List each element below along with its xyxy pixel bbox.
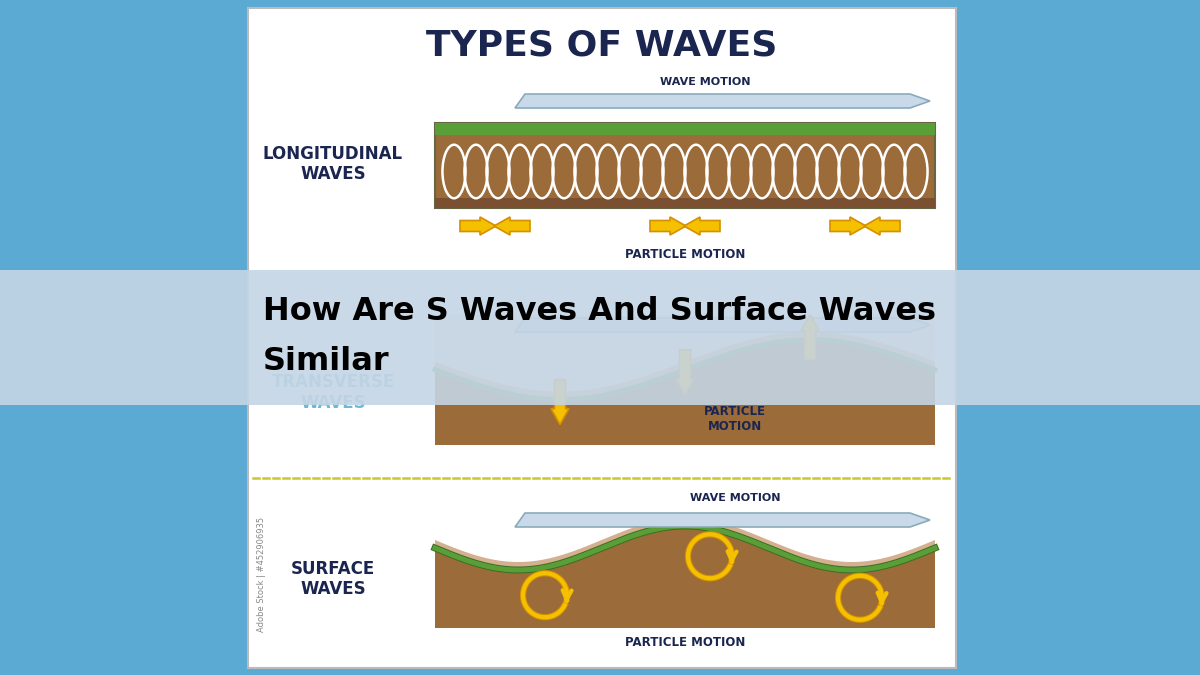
Polygon shape	[515, 94, 930, 108]
Bar	[248, 8, 956, 668]
Polygon shape	[436, 526, 935, 628]
Text: PARTICLE
MOTION: PARTICLE MOTION	[704, 405, 766, 433]
Bar	[436, 123, 935, 135]
Bar	[0, 270, 1200, 405]
Bar	[436, 315, 935, 445]
Bar	[436, 198, 935, 208]
Polygon shape	[802, 315, 818, 360]
Text: Similar: Similar	[263, 346, 390, 377]
Polygon shape	[650, 217, 686, 235]
Polygon shape	[515, 513, 930, 527]
Polygon shape	[494, 217, 530, 235]
Polygon shape	[515, 318, 930, 332]
Polygon shape	[684, 217, 720, 235]
Polygon shape	[436, 518, 935, 628]
Text: WAVE MOTION: WAVE MOTION	[690, 493, 780, 503]
Polygon shape	[676, 350, 694, 395]
Text: WAVE MOTION: WAVE MOTION	[660, 77, 750, 87]
Text: PARTICLE MOTION: PARTICLE MOTION	[625, 636, 745, 649]
Bar	[436, 123, 935, 208]
Polygon shape	[864, 217, 900, 235]
Text: LONGITUDINAL
WAVES: LONGITUDINAL WAVES	[263, 144, 403, 184]
Text: TRANSVERSE
WAVES: TRANSVERSE WAVES	[271, 373, 395, 412]
Polygon shape	[460, 217, 496, 235]
Text: TYPES OF WAVES: TYPES OF WAVES	[426, 29, 778, 63]
Polygon shape	[551, 379, 569, 425]
Text: PARTICLE MOTION: PARTICLE MOTION	[625, 248, 745, 261]
Polygon shape	[436, 331, 935, 445]
Text: SURFACE
WAVES: SURFACE WAVES	[290, 560, 376, 599]
Text: How Are S Waves And Surface Waves: How Are S Waves And Surface Waves	[263, 296, 936, 327]
Polygon shape	[436, 340, 935, 445]
Text: Adobe Stock | #452906935: Adobe Stock | #452906935	[258, 516, 266, 632]
Polygon shape	[830, 217, 866, 235]
